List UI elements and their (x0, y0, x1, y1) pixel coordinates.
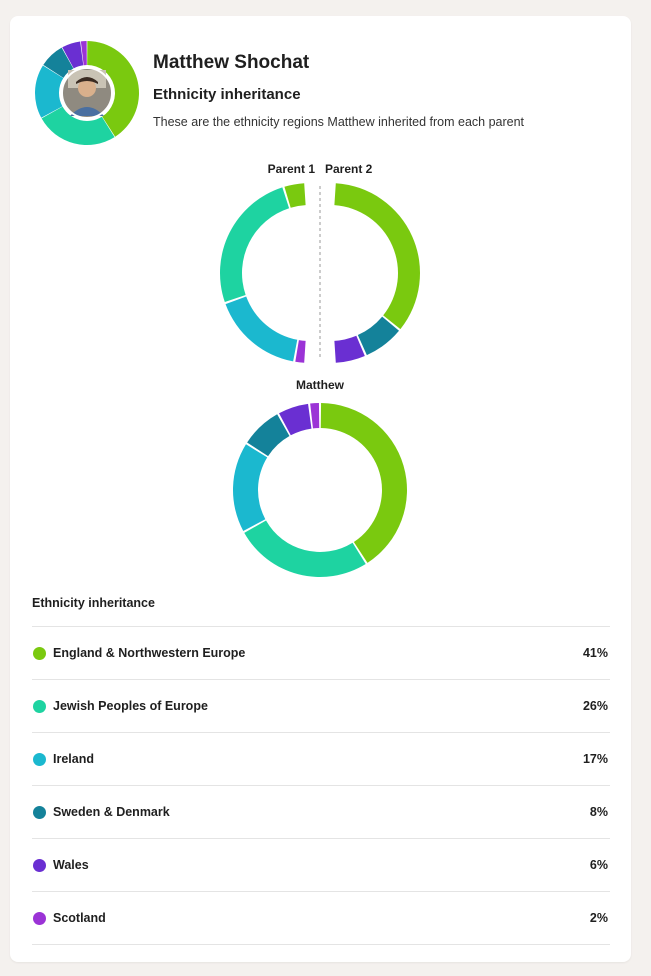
slice-wales[interactable] (334, 335, 365, 363)
slice-ireland[interactable] (34, 65, 64, 118)
slice-wales[interactable] (279, 403, 312, 436)
parent1-label: Parent 1 (268, 162, 316, 176)
page-subtitle: Ethnicity inheritance (153, 86, 301, 103)
parent2-donut[interactable] (334, 183, 420, 363)
region-percent: 8% (589, 805, 608, 819)
region-name: Sweden & Denmark (53, 805, 170, 819)
ireland-dot-icon (33, 752, 46, 766)
slice-ireland[interactable] (233, 444, 268, 531)
parent1-donut[interactable] (220, 183, 306, 363)
slice-england[interactable] (87, 41, 139, 137)
user-name: Matthew Shochat (153, 52, 310, 73)
slice-sweden[interactable] (357, 316, 400, 356)
region-name: Jewish Peoples of Europe (53, 699, 208, 713)
region-percent: 6% (589, 858, 608, 872)
region-percent: 2% (589, 911, 608, 925)
legend-row-england[interactable]: England & Northwestern Europe 41% (32, 626, 610, 679)
region-percent: 26% (582, 699, 608, 713)
inheritance-donuts: Parent 1 Parent 2 Matthew (220, 162, 420, 577)
slice-jewish[interactable] (41, 106, 115, 146)
region-name: England & Northwestern Europe (53, 646, 246, 660)
region-name: Ireland (53, 752, 94, 766)
child-donut[interactable] (233, 403, 407, 577)
parent2-label: Parent 2 (325, 162, 373, 176)
slice-ireland[interactable] (225, 296, 298, 362)
slice-england[interactable] (284, 183, 306, 208)
legend-row-ireland[interactable]: Ireland 17% (32, 732, 610, 785)
england-dot-icon (33, 646, 46, 660)
slice-sweden[interactable] (43, 47, 74, 78)
legend-title: Ethnicity inheritance (32, 596, 155, 610)
legend-row-wales[interactable]: Wales 6% (32, 838, 610, 891)
slice-wales[interactable] (62, 41, 84, 69)
region-percent: 41% (582, 646, 608, 660)
scotland-dot-icon (33, 911, 46, 925)
child-label: Matthew (296, 378, 345, 392)
wales-dot-icon (33, 858, 46, 872)
ethnicity-legend: England & Northwestern Europe 41% Jewish… (32, 626, 610, 945)
region-name: Wales (53, 858, 89, 872)
sweden-dot-icon (33, 805, 46, 819)
profile-photo (61, 67, 113, 119)
legend-row-jewish[interactable]: Jewish Peoples of Europe 26% (32, 679, 610, 732)
region-percent: 17% (582, 752, 608, 766)
page-description: These are the ethnicity regions Matthew … (153, 115, 525, 129)
slice-scotland[interactable] (80, 41, 87, 66)
region-name: Scotland (53, 911, 106, 925)
slice-england[interactable] (334, 183, 420, 330)
profile-avatar[interactable] (32, 38, 142, 148)
slice-scotland[interactable] (310, 403, 320, 429)
slice-jewish[interactable] (220, 187, 290, 303)
legend-row-scotland[interactable]: Scotland 2% (32, 891, 610, 945)
slice-jewish[interactable] (244, 520, 366, 577)
slice-scotland[interactable] (295, 340, 306, 363)
slice-sweden[interactable] (247, 414, 290, 457)
jewish-dot-icon (33, 699, 46, 713)
ethnicity-card: Matthew Shochat Ethnicity inheritance Th… (10, 16, 631, 962)
avatar-ethnicity-ring (34, 41, 139, 146)
slice-england[interactable] (320, 403, 407, 563)
legend-row-sweden[interactable]: Sweden & Denmark 8% (32, 785, 610, 838)
